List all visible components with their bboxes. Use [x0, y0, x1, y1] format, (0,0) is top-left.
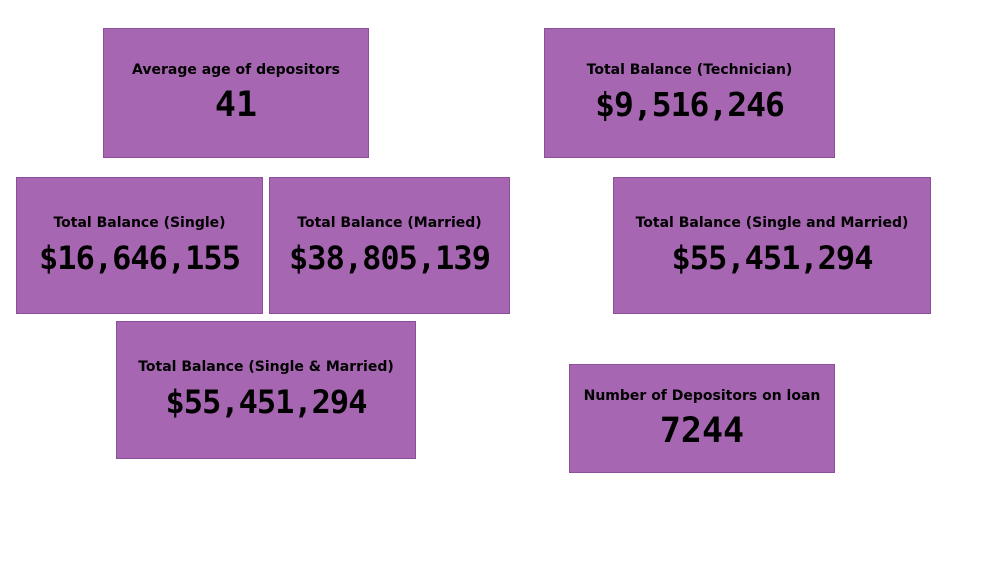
kpi-card-average-age: Average age of depositors 41	[103, 28, 369, 158]
kpi-card-total-balance-married: Total Balance (Married) $38,805,139	[269, 177, 510, 314]
kpi-value: $55,451,294	[671, 238, 874, 277]
kpi-value: $55,451,294	[165, 383, 368, 421]
kpi-value: 7244	[659, 410, 745, 451]
kpi-label: Number of Depositors on loan	[583, 387, 821, 404]
kpi-card-total-balance-single: Total Balance (Single) $16,646,155	[16, 177, 263, 314]
kpi-label: Total Balance (Married)	[297, 214, 482, 231]
kpi-card-total-balance-single-and-married: Total Balance (Single and Married) $55,4…	[613, 177, 931, 314]
kpi-card-total-balance-technician: Total Balance (Technician) $9,516,246	[544, 28, 835, 158]
kpi-card-total-balance-single-amp-married: Total Balance (Single & Married) $55,451…	[116, 321, 416, 459]
kpi-value: $9,516,246	[595, 85, 785, 124]
kpi-label: Total Balance (Technician)	[586, 62, 793, 78]
kpi-label: Total Balance (Single and Married)	[635, 214, 909, 231]
kpi-label: Total Balance (Single & Married)	[138, 359, 394, 375]
kpi-value: $38,805,139	[289, 238, 491, 277]
kpi-label: Total Balance (Single)	[53, 214, 226, 231]
kpi-value: 41	[214, 85, 258, 125]
kpi-value: $16,646,155	[39, 238, 241, 277]
kpi-card-depositors-on-loan: Number of Depositors on loan 7244	[569, 364, 835, 473]
kpi-label: Average age of depositors	[132, 62, 340, 78]
